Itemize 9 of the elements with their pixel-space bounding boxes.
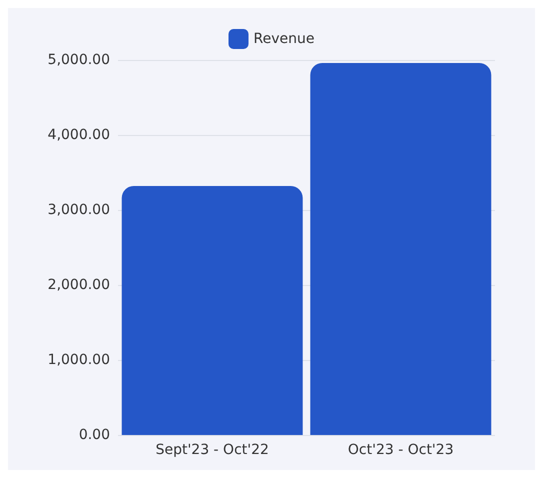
y-tick-label: 4,000.00 — [48, 127, 110, 143]
y-tick-label: 0.00 — [78, 427, 110, 443]
x-tick-label: Sept'23 - Oct'22 — [156, 442, 269, 458]
y-tick-label: 2,000.00 — [48, 277, 110, 293]
y-tick-label: 3,000.00 — [48, 202, 110, 218]
legend-label: Revenue — [254, 31, 314, 47]
y-tick-label: 1,000.00 — [48, 352, 110, 368]
y-tick-label: 5,000.00 — [48, 52, 110, 68]
x-tick-label: Oct'23 - Oct'23 — [348, 442, 454, 458]
